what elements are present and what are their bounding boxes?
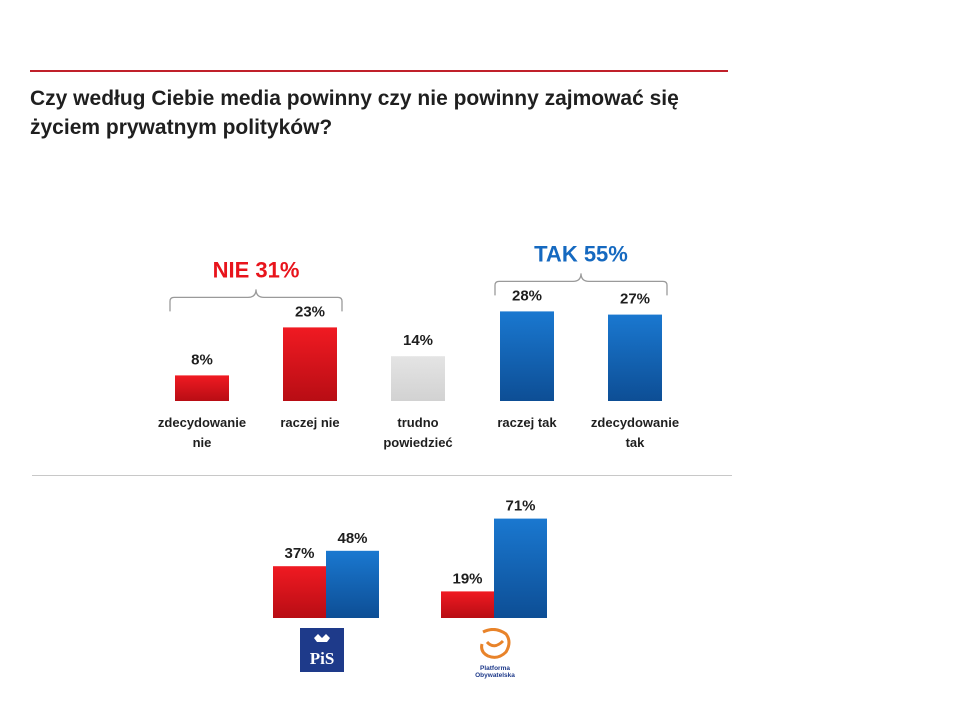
- party-2-value-label-2: 71%: [505, 498, 535, 515]
- bar-3: [391, 356, 445, 401]
- bar-5: [608, 314, 662, 401]
- svg-text:Obywatelska: Obywatelska: [475, 672, 515, 679]
- party-1-bar-2: [326, 550, 379, 618]
- category-label-3-line-1: trudno: [397, 415, 438, 430]
- pis-logo-text: PiS: [310, 649, 335, 668]
- party-1-value-label-1: 37%: [284, 545, 314, 562]
- party-2-bar-1: [441, 591, 494, 618]
- group-bracket-1: [169, 289, 343, 312]
- pis-logo: PiS: [300, 628, 344, 672]
- title-line-2: życiem prywatnym polityków?: [30, 116, 333, 139]
- bar-1: [175, 375, 229, 401]
- bar-2: [283, 327, 337, 401]
- value-label-5: 27%: [620, 291, 650, 308]
- category-label-3-line-2: powiedzieć: [383, 435, 452, 450]
- party-1-bar-1: [273, 566, 326, 618]
- bar-4: [500, 311, 554, 401]
- category-label-2-line-1: raczej nie: [280, 415, 339, 430]
- party-2-bar-2: [494, 518, 547, 618]
- title-accent-line: [30, 70, 728, 72]
- party-2-value-label-1: 19%: [452, 570, 482, 587]
- group-label-2: TAK 55%: [534, 241, 628, 266]
- category-label-5-line-2: tak: [626, 435, 646, 450]
- value-label-4: 28%: [512, 287, 542, 304]
- value-label-2: 23%: [295, 303, 325, 320]
- group-bracket-2: [494, 273, 668, 296]
- section-divider: [32, 475, 732, 476]
- category-label-4-line-1: raczej tak: [497, 415, 557, 430]
- value-label-1: 8%: [191, 351, 213, 368]
- group-label-1: NIE 31%: [213, 257, 300, 282]
- chart-title: Czy według Ciebie media powinny czy nie …: [30, 84, 730, 142]
- category-label-1-line-1: zdecydowanie: [158, 415, 246, 430]
- party-1-value-label-2: 48%: [337, 530, 367, 547]
- category-label-1-line-2: nie: [193, 435, 212, 450]
- po-logo: Platforma Obywatelska: [470, 628, 520, 680]
- title-line-1: Czy według Ciebie media powinny czy nie …: [30, 87, 679, 110]
- value-label-3: 14%: [403, 332, 433, 349]
- category-label-5-line-1: zdecydowanie: [591, 415, 679, 430]
- svg-text:Platforma: Platforma: [480, 665, 510, 672]
